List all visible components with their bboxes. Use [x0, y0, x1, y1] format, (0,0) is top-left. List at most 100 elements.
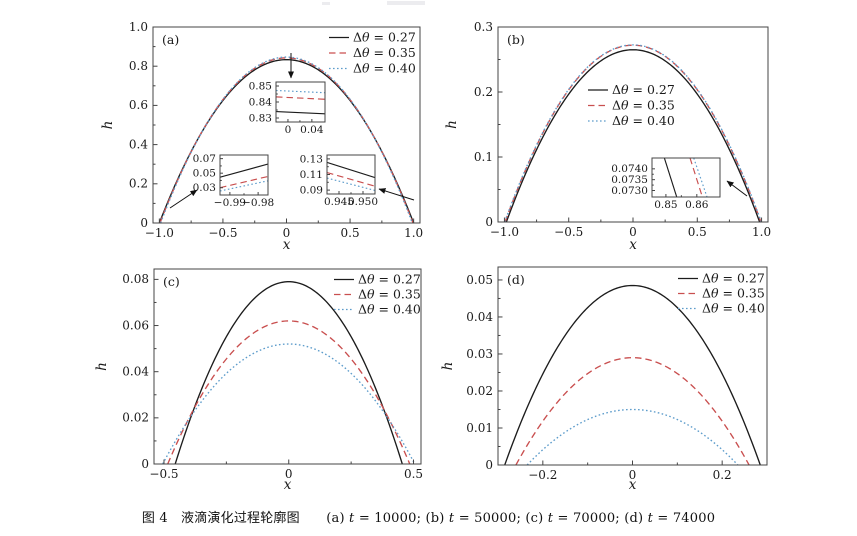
axis-ticks — [154, 278, 415, 465]
y-tick-label: 0.03 — [466, 347, 493, 361]
caption-text: 图 4 液滴演化过程轮廓图 (a) — [141, 511, 350, 526]
y-tick-label: 0.01 — [466, 421, 493, 435]
axes-frame — [651, 157, 721, 198]
x-tick-label: 0 — [629, 225, 637, 239]
x-tick-label: 0.950 — [348, 196, 378, 208]
panel-d: −0.2 0 0.2 0 0.01 0.02 0.03 0.04 0.05 (d) h x Δθ = 0… — [440, 266, 768, 493]
y-tick-label: 0.2 — [474, 85, 493, 99]
legend-label: Δθ = 0.40 — [612, 113, 675, 128]
panel-label: (a) — [162, 32, 179, 47]
x-tick-label: 0.04 — [300, 124, 324, 136]
legend-label: Δθ = 0.27 — [702, 271, 765, 286]
caption-math-t: t — [547, 511, 554, 526]
series-curve-dashed — [167, 320, 411, 464]
panel-label: (d) — [507, 272, 525, 287]
inset-line-dashed — [689, 158, 703, 197]
y-tick-label: 0.8 — [129, 59, 148, 73]
y-tick-label: 0.04 — [122, 365, 149, 379]
axis-ticks — [220, 158, 259, 195]
inset-line-solid — [327, 161, 375, 179]
series-curve-dotted — [526, 408, 739, 465]
y-tick-label: 0.05 — [193, 168, 216, 180]
inset-line-dashed — [327, 171, 375, 187]
legend-label: Δθ = 0.27 — [612, 82, 675, 97]
zoom-arrow — [169, 189, 198, 209]
inset-line-solid — [276, 111, 325, 115]
axis-ticks — [153, 26, 415, 224]
x-tick-label: −0.99 — [214, 197, 246, 209]
axis-ticks — [498, 26, 763, 223]
legend-label: Δθ = 0.35 — [353, 45, 416, 60]
y-axis-label: h — [100, 121, 116, 130]
y-tick-label: 0 — [140, 216, 148, 230]
x-tick-label: −1.0 — [145, 226, 174, 240]
y-tick-label: 0.07 — [193, 153, 216, 165]
series-curve-dotted — [504, 44, 762, 222]
inset-line-dashed — [276, 96, 325, 100]
y-tick-label: 0.13 — [300, 153, 323, 165]
y-tick-label: 0 — [485, 215, 493, 229]
y-axis-label: h — [440, 362, 456, 371]
axes-frame — [275, 81, 326, 123]
legend-entry: Δθ = 0.40 — [588, 113, 675, 128]
y-tick-label: 0.0740 — [611, 163, 648, 175]
y-tick-label: 0.02 — [466, 384, 493, 398]
y-tick-label: 0.3 — [474, 20, 493, 34]
caption-text: = 10000; (b) — [354, 511, 449, 526]
legend-entry: Δθ = 0.27 — [334, 272, 421, 287]
y-tick-label: 0.06 — [122, 318, 149, 332]
legend-label: Δθ = 0.35 — [702, 286, 765, 301]
legend-entry: Δθ = 0.35 — [678, 286, 765, 301]
panel-a: −1.0 −0.5 0 0.5 1.0 0 0.2 0.4 0.6 0.8 1.0 (a) h x Δθ =… — [100, 20, 423, 253]
axis-ticks — [652, 168, 698, 197]
y-tick-label: 0.11 — [300, 169, 323, 181]
y-tick-label: 0.83 — [249, 112, 272, 124]
cropped-text-artifact — [322, 1, 425, 5]
legend-entry: Δθ = 0.35 — [588, 98, 675, 113]
y-tick-label: 0.05 — [466, 273, 493, 287]
legend-label: Δθ = 0.40 — [353, 61, 416, 76]
legend-label: Δθ = 0.27 — [358, 272, 421, 287]
y-tick-label: 0.85 — [249, 80, 272, 92]
panel-label: (c) — [163, 274, 180, 289]
zoom-arrow — [378, 188, 415, 201]
legend-entry: Δθ = 0.27 — [678, 271, 765, 286]
x-axis-label: x — [629, 237, 637, 253]
inset-line-dotted — [693, 158, 708, 197]
legend-entry: Δθ = 0.40 — [334, 302, 421, 317]
series-curve-solid — [174, 281, 403, 464]
axes-frame — [326, 154, 376, 195]
figure-caption: 图 4 液滴演化过程轮廓图 (a) t = 10000; (b) t = 500… — [0, 507, 857, 526]
y-tick-label: 0.0730 — [611, 185, 648, 197]
inset-line-dotted — [327, 177, 375, 192]
inset-line-dotted — [276, 89, 325, 94]
legend-entry: Δθ = 0.35 — [334, 287, 421, 302]
x-tick-label: 1.0 — [752, 225, 771, 239]
y-tick-label: 0.0735 — [611, 174, 648, 186]
x-tick-label: 0 — [283, 226, 291, 240]
y-tick-label: 0.04 — [466, 310, 493, 324]
series-curve-solid — [504, 284, 761, 465]
inset-line-solid — [663, 158, 678, 197]
legend-label: Δθ = 0.40 — [358, 302, 421, 317]
caption-text: = 70000; (d) — [553, 511, 648, 526]
x-tick-label: 0.5 — [341, 226, 360, 240]
legend-label: Δθ = 0.40 — [702, 301, 765, 316]
legend-label: Δθ = 0.35 — [358, 287, 421, 302]
x-tick-label: 0.945 — [324, 196, 354, 208]
y-tick-label: 0.6 — [129, 98, 148, 112]
y-tick-label: 0 — [485, 458, 493, 472]
panel-label: (b) — [507, 32, 525, 47]
y-tick-label: 0.08 — [122, 272, 149, 286]
caption-math-t: t — [647, 511, 654, 526]
x-tick-label: −0.98 — [242, 197, 274, 209]
x-tick-label: 0.86 — [685, 199, 709, 211]
legend-label: Δθ = 0.35 — [612, 98, 675, 113]
y-tick-label: 0.4 — [129, 137, 148, 151]
